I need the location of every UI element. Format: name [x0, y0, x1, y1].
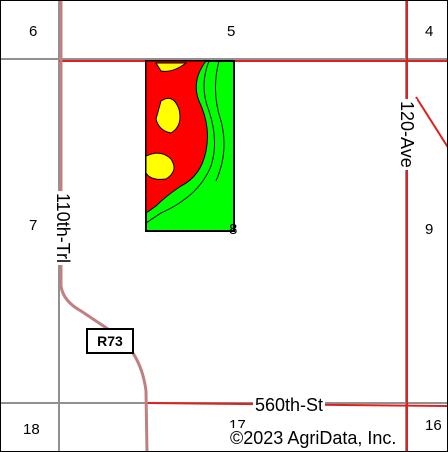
trail-road — [59, 1, 149, 451]
field-parcel[interactable] — [145, 60, 235, 232]
route-shield: R73 — [86, 328, 134, 354]
diagonal-road — [415, 96, 447, 148]
soil-yellow-zone — [155, 97, 181, 134]
trail-label: 110th-Trl — [53, 191, 73, 266]
soil-boundary — [215, 60, 225, 182]
section-number: 5 — [227, 23, 236, 40]
soil-boundary — [145, 60, 215, 224]
section-number: 7 — [29, 217, 38, 234]
avenue-label: 120-Ave — [397, 99, 417, 170]
section-number: 4 — [425, 23, 434, 40]
section-number: 8 — [229, 221, 238, 238]
soil-yellow-zone — [145, 152, 175, 180]
section-number: 9 — [425, 221, 434, 238]
section-number: 18 — [23, 421, 40, 438]
street-label: 560th-St — [253, 395, 326, 415]
soil-yellow-zone — [155, 62, 188, 72]
copyright-text: ©2023 AgriData, Inc. — [229, 428, 398, 449]
section-number: 6 — [29, 23, 38, 40]
section-number: 16 — [425, 417, 442, 434]
